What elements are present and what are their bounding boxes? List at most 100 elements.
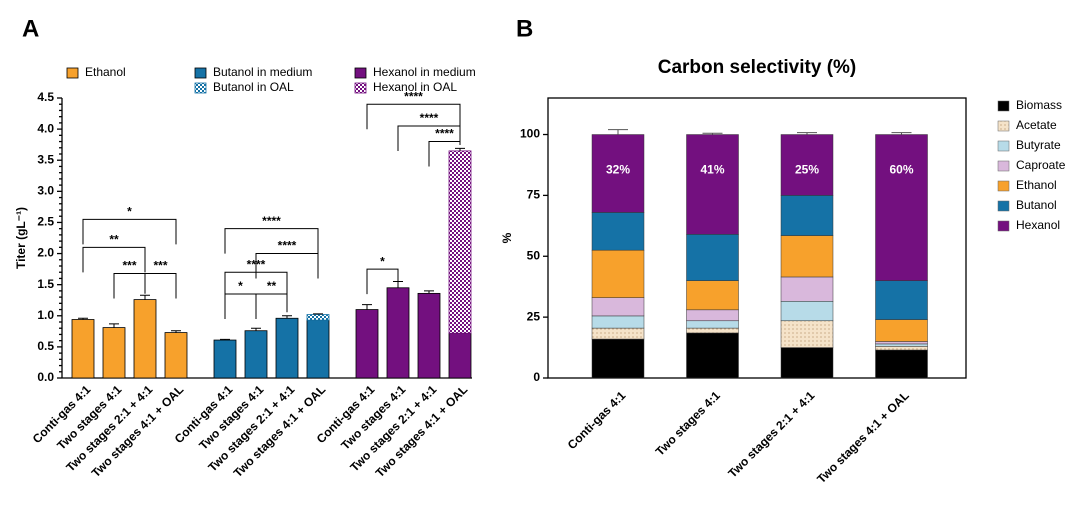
legend-swatch xyxy=(997,220,1010,232)
y-tick-label: 3.0 xyxy=(37,184,54,198)
legend-swatch xyxy=(354,67,367,79)
bar-segment xyxy=(780,134,834,196)
bar-segment xyxy=(591,249,645,298)
legend-swatch xyxy=(997,180,1010,192)
bar xyxy=(417,292,441,379)
y-axis-label: Titer (gL⁻¹) xyxy=(14,207,28,269)
error-bar xyxy=(282,315,292,319)
bar xyxy=(306,314,330,321)
bar xyxy=(306,319,330,379)
error-bar xyxy=(362,304,372,310)
significance-bracket xyxy=(224,228,319,254)
legend-label: Butanol in OAL xyxy=(213,80,294,94)
bar-segment xyxy=(780,320,834,348)
bar xyxy=(213,339,237,379)
bar-segment xyxy=(875,346,928,351)
significance-bracket xyxy=(224,293,257,319)
legend-label: Butanol xyxy=(1016,198,1057,212)
legend-label: Acetate xyxy=(1016,118,1057,132)
bar-segment xyxy=(591,327,645,340)
y-tick-label: 2.5 xyxy=(37,215,54,229)
bar xyxy=(448,150,472,334)
significance-bracket xyxy=(224,271,288,298)
x-tick-label: Two stages 4:1 + OAL xyxy=(814,388,912,486)
bar-segment xyxy=(591,297,645,317)
error-bar xyxy=(140,294,150,300)
bar xyxy=(275,317,299,379)
bar xyxy=(133,299,157,379)
bar xyxy=(244,330,268,379)
bar xyxy=(355,309,379,379)
y-axis-label: % xyxy=(500,232,514,243)
significance-bracket xyxy=(428,141,461,167)
legend-swatch xyxy=(66,67,79,79)
y-tick-label: 0 xyxy=(533,370,540,384)
bar-segment xyxy=(780,195,834,236)
significance-label: *** xyxy=(153,259,167,273)
x-tick-label: Two stages 2:1 + 4:1 xyxy=(725,388,817,480)
y-tick-label: 4.0 xyxy=(37,121,54,135)
y-tick-label: 2.0 xyxy=(37,246,54,260)
bar-segment xyxy=(780,276,834,302)
error-bar xyxy=(702,132,723,135)
bar-segment xyxy=(875,343,928,347)
bar-segment xyxy=(686,320,739,329)
bar-segment xyxy=(686,234,739,281)
bar-segment xyxy=(591,315,645,329)
y-tick-label: 75 xyxy=(527,188,541,202)
significance-bracket xyxy=(366,103,461,130)
y-tick-label: 4.5 xyxy=(37,90,54,104)
legend-label: Ethanol xyxy=(1016,178,1057,192)
significance-label: ** xyxy=(267,279,277,293)
error-bar xyxy=(455,147,465,151)
legend-swatch xyxy=(354,82,367,94)
legend-label: Ethanol xyxy=(85,65,126,79)
legend-swatch xyxy=(194,67,207,79)
bar-segment xyxy=(875,349,928,379)
significance-label: **** xyxy=(262,214,281,228)
bar-segment xyxy=(875,280,928,320)
data-label: 25% xyxy=(795,163,819,177)
significance-bracket xyxy=(113,272,146,299)
error-bar xyxy=(109,323,119,328)
y-tick-label: 0.0 xyxy=(37,370,54,384)
significance-label: **** xyxy=(404,89,423,103)
significance-bracket xyxy=(255,253,319,279)
legend-swatch xyxy=(997,120,1010,132)
error-bar xyxy=(313,313,323,315)
error-bar xyxy=(608,129,628,135)
x-tick-label: Two stages 4:1 xyxy=(653,388,723,458)
legend-label: Hexanol in OAL xyxy=(373,80,457,94)
legend-label: Butanol in medium xyxy=(213,65,312,79)
significance-label: * xyxy=(380,254,385,268)
bar xyxy=(102,327,126,379)
bar-segment xyxy=(780,347,834,379)
bar-segment xyxy=(591,338,645,379)
legend-label: Biomass xyxy=(1016,98,1062,112)
significance-label: **** xyxy=(247,257,266,271)
bar-segment xyxy=(686,332,739,379)
bar xyxy=(386,287,410,379)
bar-segment xyxy=(686,327,739,334)
panel-label: A xyxy=(22,15,39,42)
bar-segment xyxy=(686,134,739,235)
legend-swatch xyxy=(997,200,1010,212)
significance-label: * xyxy=(127,205,132,219)
bar-segment xyxy=(875,319,928,342)
bar-segment xyxy=(780,301,834,322)
y-tick-label: 1.0 xyxy=(37,308,54,322)
legend-label: Hexanol xyxy=(1016,218,1060,232)
legend-swatch xyxy=(997,160,1010,172)
bar-segment xyxy=(780,235,834,278)
bar-segment xyxy=(875,341,928,345)
bar xyxy=(164,332,188,379)
bar xyxy=(71,319,95,379)
significance-bracket xyxy=(255,293,288,319)
bar-segment xyxy=(686,309,739,322)
bar-segment xyxy=(875,134,928,281)
legend-label: Butyrate xyxy=(1016,138,1061,152)
error-bar xyxy=(393,281,403,288)
significance-bracket xyxy=(82,246,146,273)
bar-segment xyxy=(591,134,645,213)
